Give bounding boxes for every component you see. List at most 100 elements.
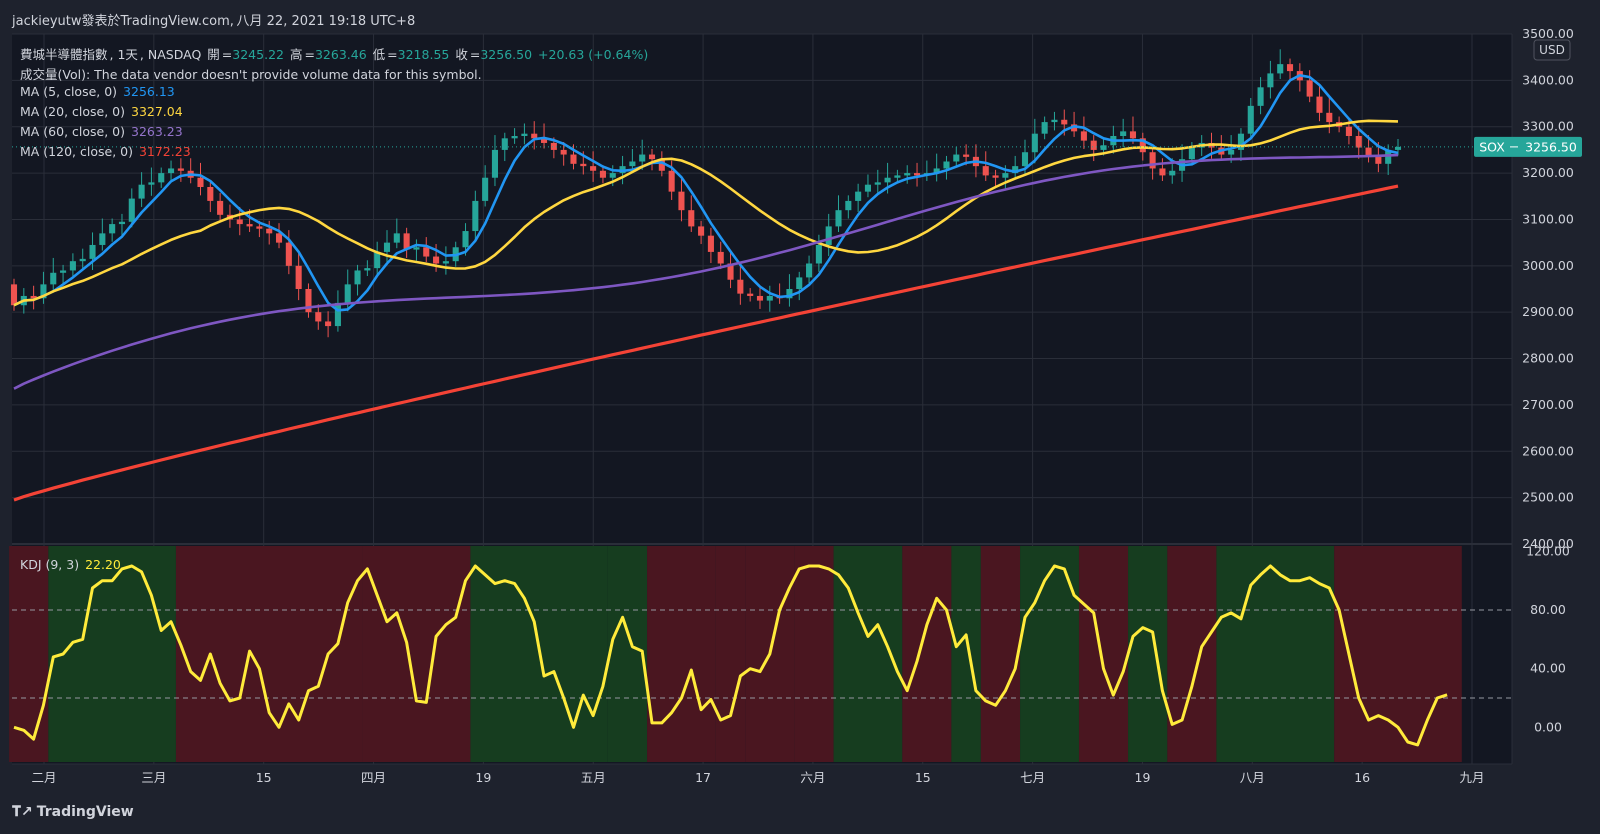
price-axis-label: 3200.00 xyxy=(1522,165,1574,180)
kdj-band xyxy=(1128,546,1168,762)
candle-body xyxy=(1237,133,1244,150)
kdj-band xyxy=(980,546,1021,762)
time-axis-label: 八月 xyxy=(1240,770,1265,785)
candle-body xyxy=(1169,170,1176,176)
candle-body xyxy=(707,235,714,252)
kdj-band xyxy=(1216,546,1335,762)
volume-legend[interactable]: 成交量(Vol): The data vendor doesn't provid… xyxy=(20,67,482,82)
candle-body xyxy=(1267,73,1274,88)
candle-body xyxy=(933,168,940,174)
time-axis-label: 二月 xyxy=(31,770,56,785)
symbol-exchange: NASDAQ xyxy=(147,47,202,62)
candle-body xyxy=(1355,136,1362,148)
candle-body xyxy=(138,184,145,199)
candle-body xyxy=(393,233,400,243)
price-axis-label: 2500.00 xyxy=(1522,490,1574,505)
price-axis-label: 2800.00 xyxy=(1522,351,1574,366)
kdj-label: KDJ (9, 3) xyxy=(20,557,80,572)
kdj-band xyxy=(9,546,49,762)
candle-body xyxy=(325,321,332,327)
time-axis-label: 四月 xyxy=(361,770,386,785)
candle-body xyxy=(177,168,184,171)
kdj-legend[interactable]: KDJ (9, 3) 22.20 xyxy=(20,557,123,572)
candle-body xyxy=(560,149,567,155)
tradingview-brand[interactable]: 𝐓↗ TradingView xyxy=(12,804,134,820)
kdj-line-group xyxy=(13,564,1448,747)
ma20-line xyxy=(13,119,1399,307)
candle-body xyxy=(1326,112,1333,123)
candle-body xyxy=(639,154,646,162)
candle-body xyxy=(590,166,597,171)
time-axis-label: 19 xyxy=(1135,770,1151,785)
candle-body xyxy=(236,219,243,225)
kdj-axis-label: 0.00 xyxy=(1534,719,1562,734)
kdj-line xyxy=(13,564,1448,747)
candle-body xyxy=(168,168,175,174)
high-label: 高 xyxy=(289,47,303,62)
ma60-legend[interactable]: MA (60, close, 0) 3263.23 xyxy=(20,124,185,139)
kdj-band xyxy=(607,546,648,762)
candle-body xyxy=(815,244,822,264)
candle-body xyxy=(1228,149,1235,155)
candle-body xyxy=(118,221,126,225)
ma120-legend[interactable]: MA (120, close, 0) 3172.23 xyxy=(20,144,193,159)
candle-body xyxy=(99,233,106,245)
kdj-band xyxy=(1020,546,1079,762)
candle-body xyxy=(806,263,813,278)
ma5-legend[interactable]: MA (5, close, 0) 3256.13 xyxy=(20,84,177,99)
candle-body xyxy=(963,154,970,157)
candle-body xyxy=(599,170,606,178)
kdj-band xyxy=(362,546,471,762)
time-axis-label: 三月 xyxy=(141,770,166,785)
candle-body xyxy=(1031,133,1038,153)
high-value: 3263.46 xyxy=(314,47,367,62)
candle-body xyxy=(217,200,224,215)
currency-badge: USD xyxy=(1533,39,1571,61)
ma20-legend[interactable]: MA (20, close, 0) 3327.04 xyxy=(20,104,185,119)
kdj-axis-label: 80.00 xyxy=(1530,602,1566,617)
time-axis-label: 五月 xyxy=(581,770,606,785)
candle-body xyxy=(491,149,499,178)
candle-body xyxy=(364,268,371,271)
candle-body xyxy=(1277,64,1284,74)
candle-body xyxy=(285,242,292,266)
candle-body xyxy=(501,138,508,150)
kdj-band xyxy=(715,546,746,762)
change-value: +20.63 (+0.64%) xyxy=(538,47,649,62)
candle-body xyxy=(521,133,528,136)
kdj-band xyxy=(1167,546,1217,762)
kdj-band xyxy=(794,546,834,762)
candle-body xyxy=(1002,173,1009,178)
candle-body xyxy=(678,191,685,211)
price-axis-label: 2900.00 xyxy=(1522,304,1574,319)
candle-body xyxy=(10,284,18,306)
candle-body xyxy=(246,224,253,227)
candle-body xyxy=(266,228,273,234)
candle-body xyxy=(315,312,322,322)
candle-body xyxy=(953,154,960,162)
kdj-band xyxy=(902,546,952,762)
kdj-band xyxy=(1078,546,1129,762)
candle-body xyxy=(462,231,469,248)
candle-body xyxy=(658,159,665,171)
candle-body xyxy=(913,173,921,176)
candle-body xyxy=(786,289,793,299)
candle-body xyxy=(275,233,283,243)
candle-body xyxy=(354,270,361,285)
candle-body xyxy=(1365,147,1372,157)
symbol-legend[interactable]: 費城半導體指數, 1天, NASDAQ 開 =3245.22 高 =3263.46 … xyxy=(20,47,649,62)
kdj-axis-label: 40.00 xyxy=(1530,661,1566,676)
candle-body xyxy=(943,161,950,169)
candle-body xyxy=(1257,87,1264,106)
candle-body xyxy=(727,263,734,280)
time-axis-label: 七月 xyxy=(1020,770,1045,785)
price-tag: SOX 3256.50 xyxy=(1474,136,1582,157)
candle-body xyxy=(1286,64,1294,72)
candle-body xyxy=(1080,131,1087,141)
ma120-line xyxy=(13,184,1399,502)
candle-body xyxy=(570,154,577,164)
time-axis-label: 19 xyxy=(475,770,491,785)
candle-body xyxy=(629,161,636,167)
price-axis-label: 2700.00 xyxy=(1522,397,1574,412)
